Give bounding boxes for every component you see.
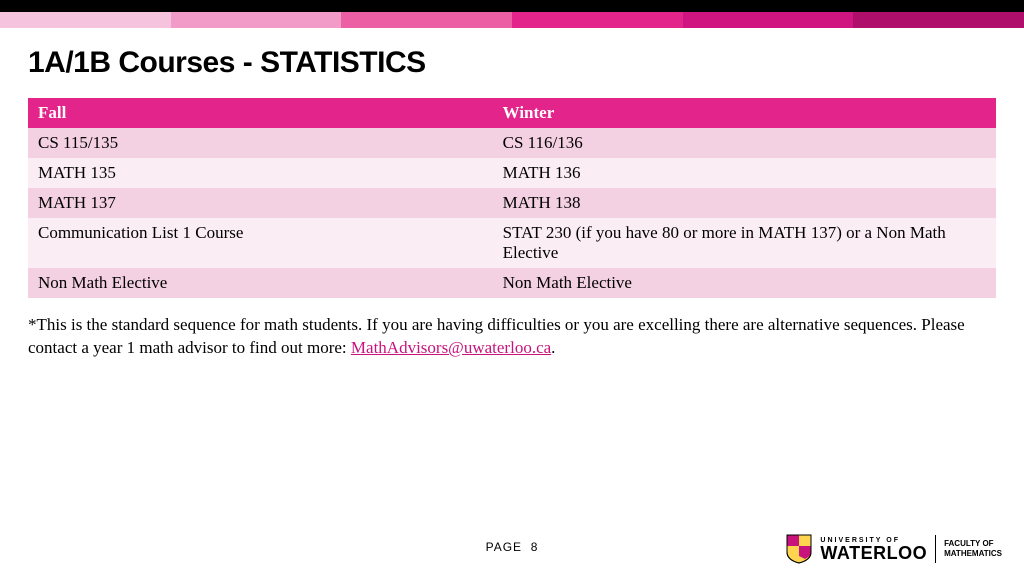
- black-strip: [0, 0, 1024, 12]
- courses-table: FallWinter CS 115/135CS 116/136MATH 135M…: [28, 98, 996, 298]
- color-segment: [341, 12, 512, 28]
- advisor-email-link[interactable]: MathAdvisors@uwaterloo.ca: [351, 338, 551, 357]
- page-title: 1A/1B Courses - STATISTICS: [28, 46, 996, 80]
- table-cell: CS 116/136: [493, 128, 996, 158]
- color-segment: [171, 12, 342, 28]
- footnote-suffix: .: [551, 338, 555, 357]
- footnote: *This is the standard sequence for math …: [28, 314, 996, 360]
- content-area: 1A/1B Courses - STATISTICS FallWinter CS…: [0, 28, 1024, 360]
- table-row: Non Math ElectiveNon Math Elective: [28, 268, 996, 298]
- table-cell: MATH 137: [28, 188, 493, 218]
- table-row: MATH 137MATH 138: [28, 188, 996, 218]
- logo-divider: [935, 535, 936, 563]
- faculty-label: FACULTY OF MATHEMATICS: [944, 539, 1002, 558]
- color-segment: [0, 12, 171, 28]
- logo-text: UNIVERSITY OF WATERLOO FACULTY OF MATHEM…: [820, 535, 1002, 563]
- color-segment: [683, 12, 854, 28]
- table-cell: Non Math Elective: [493, 268, 996, 298]
- table-cell: CS 115/135: [28, 128, 493, 158]
- table-cell: Communication List 1 Course: [28, 218, 493, 268]
- university-logo: UNIVERSITY OF WATERLOO FACULTY OF MATHEM…: [786, 534, 1002, 564]
- table-header-cell: Winter: [493, 98, 996, 128]
- table-header-cell: Fall: [28, 98, 493, 128]
- table-cell: MATH 136: [493, 158, 996, 188]
- color-segment: [512, 12, 683, 28]
- table-row: Communication List 1 CourseSTAT 230 (if …: [28, 218, 996, 268]
- page-number: PAGE 8: [486, 540, 539, 554]
- table-cell: STAT 230 (if you have 80 or more in MATH…: [493, 218, 996, 268]
- footer: PAGE 8 UNIVERSITY OF WATERLOO FACULTY OF…: [0, 516, 1024, 576]
- table-header-row: FallWinter: [28, 98, 996, 128]
- university-name: WATERLOO: [820, 544, 927, 562]
- table-cell: Non Math Elective: [28, 268, 493, 298]
- color-strip: [0, 12, 1024, 28]
- color-segment: [853, 12, 1024, 28]
- shield-icon: [786, 534, 812, 564]
- table-row: MATH 135MATH 136: [28, 158, 996, 188]
- table-cell: MATH 135: [28, 158, 493, 188]
- table-cell: MATH 138: [493, 188, 996, 218]
- table-row: CS 115/135CS 116/136: [28, 128, 996, 158]
- top-bar: [0, 0, 1024, 28]
- table-body: CS 115/135CS 116/136MATH 135MATH 136MATH…: [28, 128, 996, 298]
